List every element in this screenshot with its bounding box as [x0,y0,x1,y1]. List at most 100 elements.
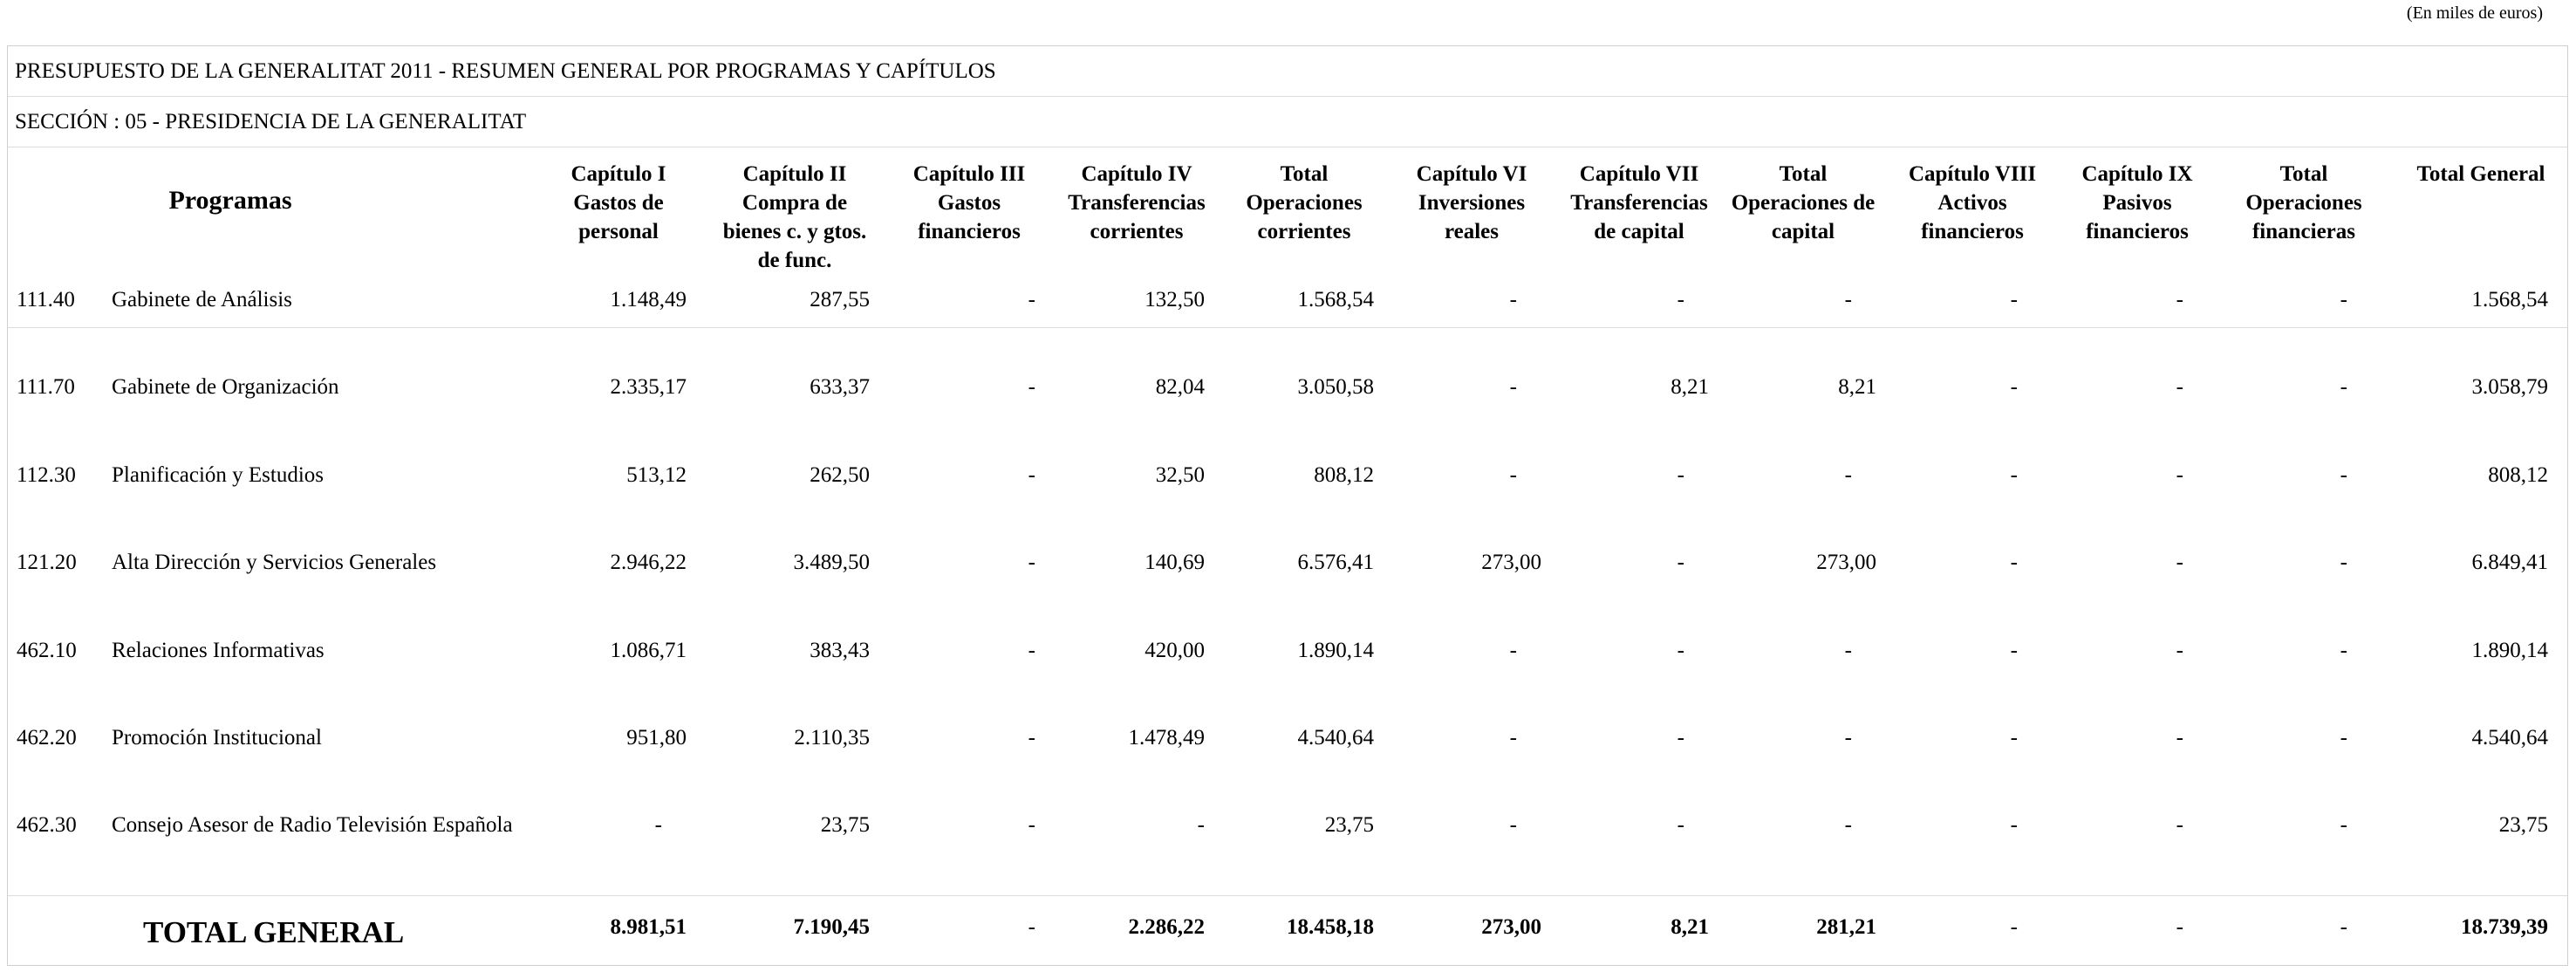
value-cell: 808,12 [1314,463,1374,487]
column-header-line: personal [578,220,659,243]
program-code: 112.30 [17,463,76,487]
column-header-line: financieros [2086,220,2189,243]
value-cell: - [1509,639,1517,662]
value-cell: - [2176,726,2183,750]
value-cell: - [1677,463,1684,487]
value-cell: 3.050,58 [1297,375,1375,399]
total-value-cell: 7.190,45 [793,915,871,939]
value-cell: 2.335,17 [610,375,687,399]
column-header-line: Transferencias [1570,191,1708,215]
value-cell: 6.849,41 [2471,551,2549,574]
value-cell: - [2176,375,2183,399]
program-code: 121.20 [17,551,77,574]
total-value-cell: 281,21 [1816,915,1876,939]
column-header-line: Capítulo VII [1579,162,1699,186]
value-cell: - [1509,288,1517,311]
value-cell: 2.110,35 [794,726,870,750]
column-header-line: financieros [918,220,1021,243]
column-header-line: Capítulo II [742,162,847,186]
column-header: Capítulo VI Inversiones reales [1397,160,1546,246]
value-cell: - [1197,813,1205,837]
value-cell: 1.890,14 [1297,639,1375,662]
value-cell: - [2010,813,2018,837]
total-value-cell: 2.286,22 [1128,915,1206,939]
column-header-line: de capital [1594,220,1684,243]
column-header: Capítulo I Gastos de personal [549,160,688,246]
program-name: Consejo Asesor de Radio Televisión Españ… [112,813,513,837]
value-cell: 1.568,54 [2471,288,2549,311]
value-cell: - [2176,813,2183,837]
value-cell: - [2010,288,2018,311]
value-cell: - [1028,726,1035,750]
section-title: SECCIÓN : 05 - PRESIDENCIA DE LA GENERAL… [8,97,2567,147]
value-cell: 82,04 [1155,375,1205,399]
value-cell: 633,37 [810,375,870,399]
value-cell: 513,12 [626,463,687,487]
value-cell: 8,21 [1671,375,1709,399]
column-header-line: Operaciones [2245,191,2362,215]
value-cell: 32,50 [1155,463,1205,487]
value-cell: - [1028,639,1035,662]
column-header: Total Operaciones corrientes [1230,160,1378,246]
value-cell: 1.086,71 [610,639,687,662]
total-value-cell: 8.981,51 [610,915,687,939]
total-row: TOTAL GENERAL 8.981,51 7.190,45 - 2.286,22 1… [8,895,2567,966]
column-header-line: Capítulo I [571,162,666,186]
column-header-line: Total [2279,162,2328,186]
value-cell: 23,75 [1324,813,1374,837]
value-cell: - [1509,726,1517,750]
value-cell: - [2340,813,2347,837]
value-cell: - [1509,813,1517,837]
value-cell: - [2340,375,2347,399]
value-cell: 262,50 [810,463,870,487]
column-header-line: bienes c. y gtos. [722,220,867,243]
table-header: Programas Capítulo I Gastos de personal Cap… [8,147,2567,328]
column-header-line: Activos [1937,191,2007,215]
program-name: Gabinete de Organización [112,375,339,399]
column-header-line: Total [1280,162,1329,186]
value-cell: - [1028,463,1035,487]
total-value-cell: 8,21 [1671,915,1709,939]
total-value-cell: - [2176,915,2183,939]
column-header: Capítulo IV Transferencias corrientes [1054,160,1220,246]
table-row: 121.20 Alta Dirección y Servicios General… [8,541,2567,628]
program-name: Alta Dirección y Servicios Generales [112,551,437,574]
column-header: Total Operaciones de capital [1716,160,1890,246]
value-cell: 420,00 [1145,639,1205,662]
value-cell: 6.576,41 [1297,551,1375,574]
unit-note: (En miles de euros) [2406,3,2543,23]
value-cell: - [2010,726,2018,750]
value-cell: 132,50 [1145,288,1205,311]
value-cell: 3.489,50 [793,551,871,574]
value-cell: 8,21 [1838,375,1876,399]
value-cell: - [2010,639,2018,662]
column-header: Capítulo VII Transferencias de capital [1552,160,1726,246]
value-cell: - [1677,551,1684,574]
value-cell: 287,55 [810,288,870,311]
total-value-cell: - [1028,915,1035,939]
value-cell: - [1844,639,1852,662]
table-row: 111.40 Gabinete de Análisis 1.148,49 287,55… [8,278,2567,366]
total-value-cell: 18.458,18 [1287,915,1374,939]
column-header-line: de func. [757,249,832,272]
table-row: 112.30 Planificación y Estudios 513,12 262,… [8,454,2567,541]
column-header-line: Operaciones [1246,191,1363,215]
value-cell: 3.058,79 [2471,375,2549,399]
column-header: Capítulo III Gastos financieros [895,160,1043,246]
total-value-cell: 273,00 [1481,915,1541,939]
value-cell: - [2010,463,2018,487]
value-cell: - [1028,288,1035,311]
column-header-line: capital [1771,220,1835,243]
column-header-line: Capítulo VIII [1908,162,2037,186]
column-header-line: Total [1779,162,1828,186]
column-header-line: Capítulo III [912,162,1026,186]
program-code: 111.40 [17,288,75,311]
value-cell: - [2010,375,2018,399]
column-header-line: Inversiones [1418,191,1526,215]
value-cell: - [2010,551,2018,574]
column-header-line: Pasivos [2102,191,2172,215]
program-name: Gabinete de Análisis [112,288,292,311]
column-header-line: financieros [1921,220,2024,243]
table-row: 462.30 Consejo Asesor de Radio Televisión… [8,804,2567,891]
column-header: Capítulo II Compra de bienes c. y gtos. de … [712,160,878,275]
